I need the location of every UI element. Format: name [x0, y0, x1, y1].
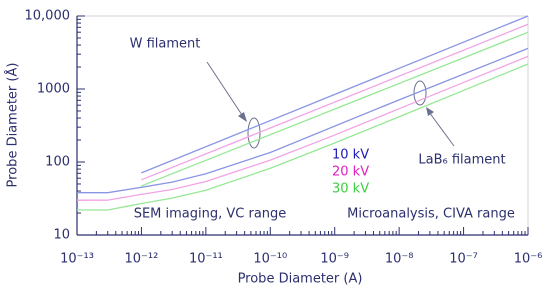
x-axis-label: Probe Diameter (A) [238, 272, 363, 287]
series-line [141, 15, 529, 174]
arrow [206, 61, 245, 119]
y-tick-label: 10,000 [25, 9, 71, 24]
series-line [141, 31, 529, 187]
x-tick-label: 10⁻⁹ [320, 252, 349, 267]
arrow-head [238, 112, 247, 122]
legend-label: 10 kV [332, 148, 369, 163]
x-tick-label: 10⁻¹⁰ [253, 252, 287, 267]
ellipse [413, 80, 427, 106]
x-tick-label: 10⁻⁷ [449, 252, 478, 267]
arrow-head [426, 107, 434, 116]
y-tick-label: 1000 [37, 82, 70, 97]
arrow [428, 111, 455, 147]
annotation: SEM imaging, VC range [134, 207, 287, 222]
legend-label: 20 kV [332, 165, 369, 180]
x-tick-label: 10⁻⁸ [385, 252, 414, 267]
x-tick-label: 10⁻¹¹ [189, 252, 223, 267]
annotation: W filament [130, 37, 201, 52]
annotation: Microanalysis, CIVA range [347, 207, 515, 222]
annotation: LaB₆ filament [418, 153, 505, 168]
series-line [77, 47, 529, 194]
y-tick-label: 100 [45, 155, 70, 170]
y-axis-label: Probe Diameter (Å) [5, 63, 21, 188]
series-line [77, 63, 529, 211]
legend-label: 30 kV [332, 182, 369, 197]
x-tick-label: 10⁻⁶ [514, 252, 543, 267]
series-line [141, 23, 529, 181]
x-tick-label: 10⁻¹² [125, 252, 159, 267]
x-tick-label: 10⁻¹³ [60, 252, 94, 267]
y-tick-label: 10 [53, 228, 70, 243]
ellipse [247, 117, 261, 149]
series-line [77, 55, 529, 201]
